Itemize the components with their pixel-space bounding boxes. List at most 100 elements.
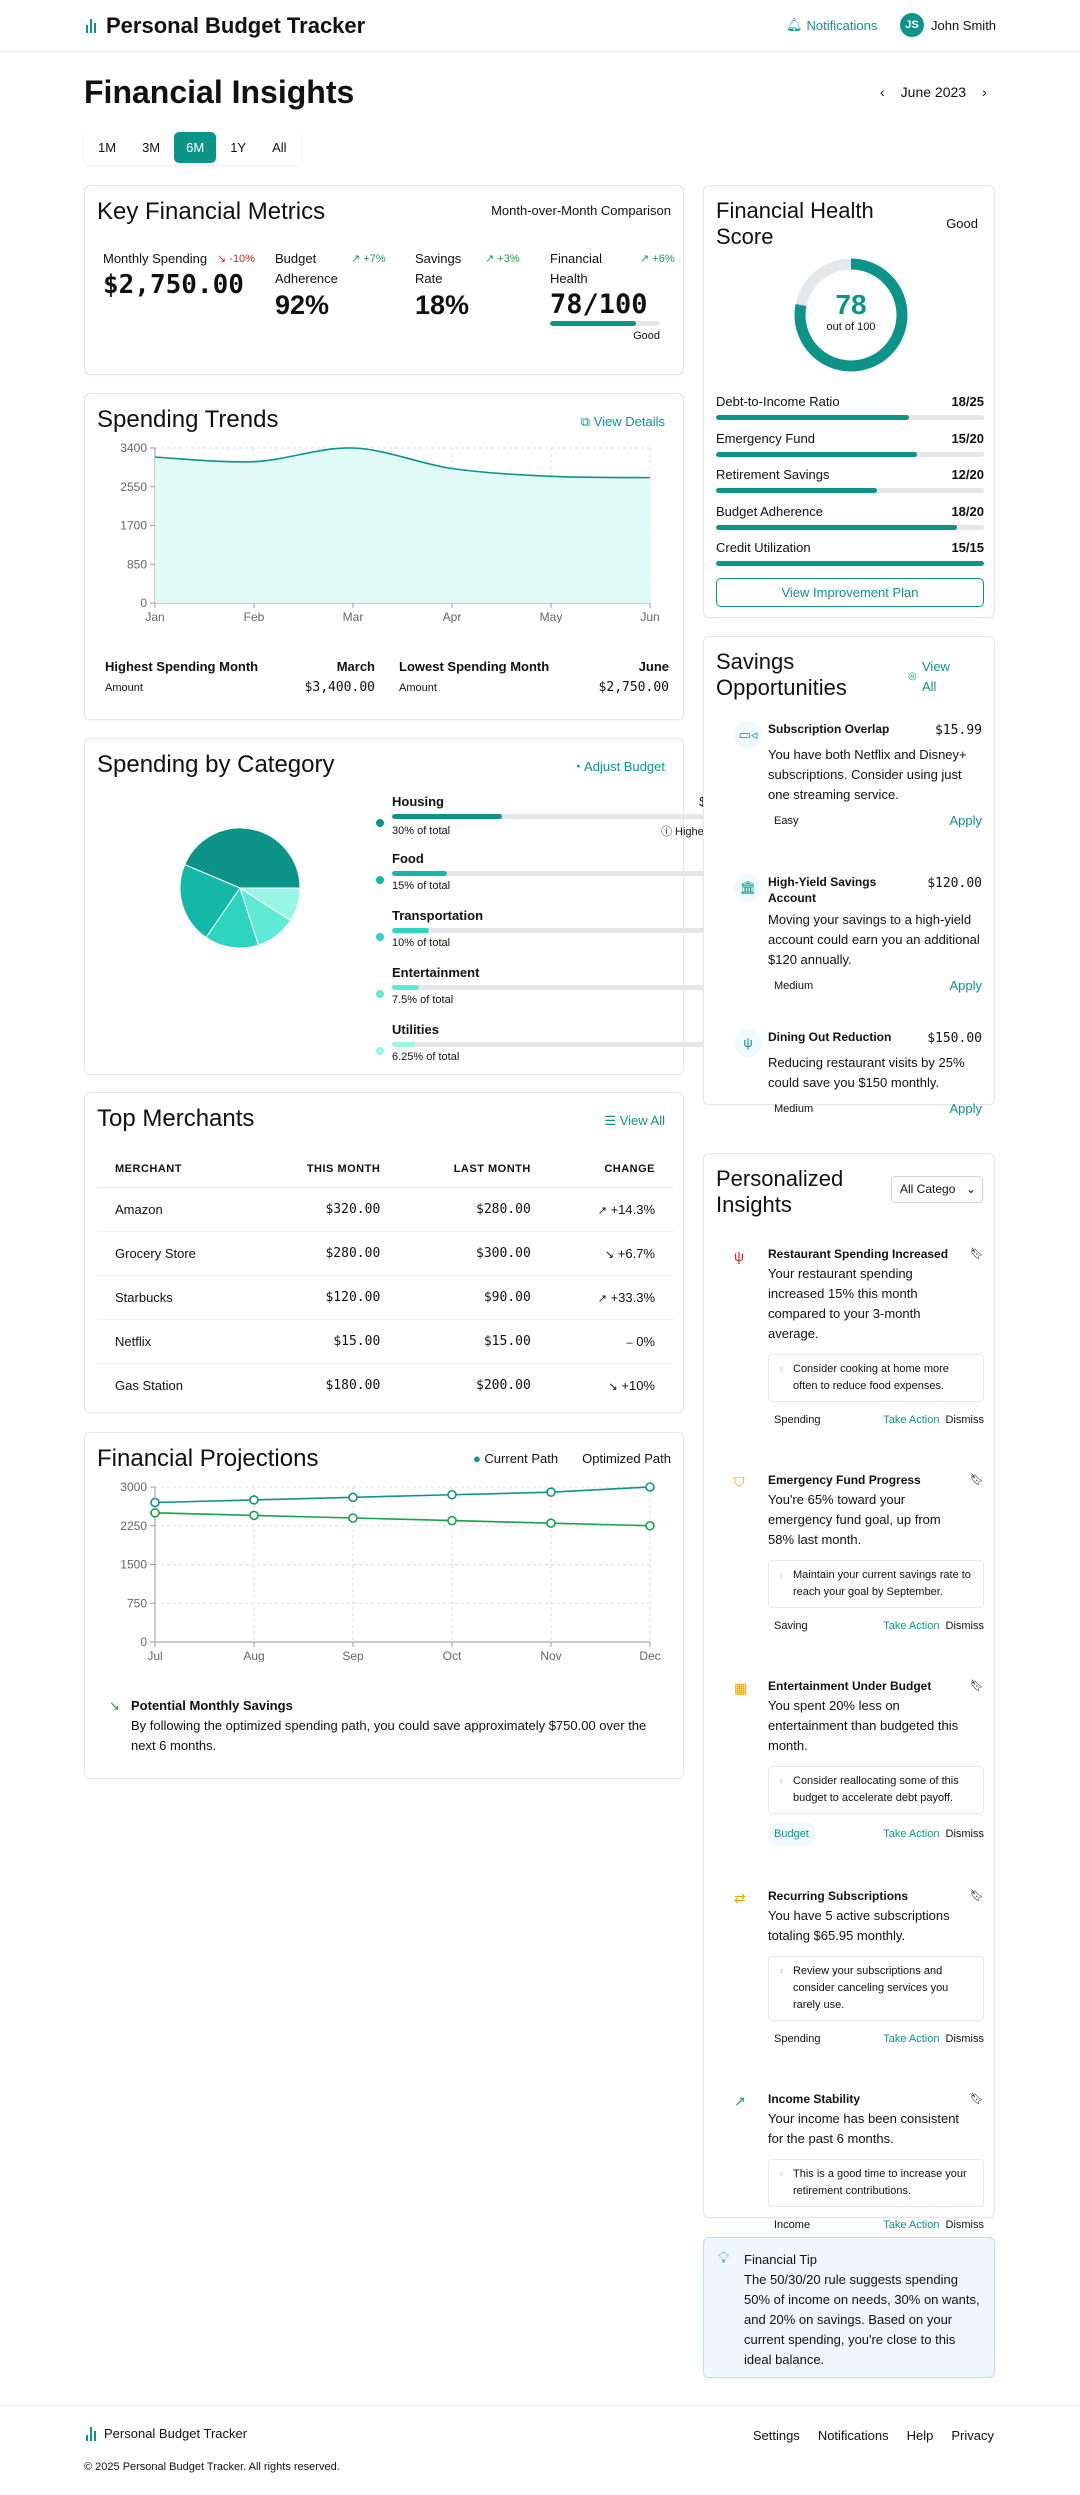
trend-down-icon: ↘	[604, 1249, 615, 1261]
insight-tip: ♀ This is a good time to increase your re…	[768, 2159, 984, 2207]
x-tick-label: Mar	[343, 610, 364, 623]
apply-button[interactable]: Apply	[949, 813, 982, 828]
this-month: $180.00	[325, 1378, 381, 1394]
take-action-button[interactable]: Take Action	[883, 2033, 940, 2045]
data-point	[150, 1508, 160, 1518]
view-all-savings-link[interactable]: ◎ View All	[908, 659, 950, 694]
table-row[interactable]: Netflix $15.00 $15.00 – 0%	[97, 1319, 673, 1364]
category-filter-select[interactable]: All Catego ⌄	[891, 1176, 983, 1203]
metric-label: Financial Health	[550, 251, 603, 286]
legend-optimized-path[interactable]: Optimized Path	[582, 1451, 671, 1466]
merchant-name: Netflix	[97, 1319, 253, 1364]
chevron-right-icon[interactable]: ›	[982, 84, 987, 100]
x-tick-label: Apr	[443, 610, 462, 623]
x-tick-label: Jan	[145, 610, 164, 623]
factor-label: Credit Utilization	[716, 540, 811, 555]
category-percent: 10% of total	[392, 937, 451, 949]
tip-text: The 50/30/20 rule suggests spending 50% …	[744, 2272, 980, 2367]
y-tick-label: 750	[127, 1596, 147, 1610]
column-header[interactable]: LAST MONTH	[398, 1151, 549, 1188]
item-title: Dining Out Reduction	[768, 1030, 892, 1044]
view-improvement-plan-button[interactable]: View Improvement Plan	[716, 578, 984, 607]
category-pie-chart	[179, 827, 301, 949]
trend-up-icon: ↗	[597, 1293, 607, 1305]
health-status: Good	[946, 216, 978, 231]
tab-3m[interactable]: 3M	[142, 140, 161, 155]
app-logo[interactable]: Personal Budget Tracker	[86, 13, 365, 39]
chevron-left-icon[interactable]: ‹	[880, 84, 885, 100]
financial-tip-card: 💡︎ Financial Tip The 50/30/20 rule sugge…	[703, 2237, 995, 2378]
dismiss-button[interactable]: Dismiss	[945, 1620, 985, 1632]
dismiss-button[interactable]: Dismiss	[945, 1828, 985, 1840]
take-action-button[interactable]: Take Action	[883, 2219, 940, 2231]
merchant-name: Grocery Store	[97, 1231, 253, 1276]
x-tick-label: Nov	[540, 1649, 561, 1662]
take-action-button[interactable]: Take Action	[883, 1828, 940, 1840]
dismiss-button[interactable]: Dismiss	[945, 2033, 985, 2045]
y-tick-label: 0	[140, 1635, 147, 1649]
pie-slice-housing	[184, 827, 301, 889]
apply-button[interactable]: Apply	[949, 978, 982, 993]
adjust-budget-link[interactable]: ◔ Adjust Budget	[573, 759, 665, 774]
factor-value: 18/25	[951, 394, 984, 409]
change: – 0%	[548, 1319, 673, 1364]
x-tick-label: Jun	[640, 610, 659, 623]
table-row[interactable]: Gas Station $180.00 $200.00 ↘ +10%	[97, 1364, 673, 1408]
insight-tag: Saving	[774, 1620, 808, 1632]
apply-button[interactable]: Apply	[949, 1101, 982, 1116]
view-details-link[interactable]: ⧉ View Details	[580, 414, 665, 429]
factor-bar	[716, 451, 984, 457]
bookmark-icon[interactable]: 🔖︎	[970, 1680, 984, 1692]
category-percent: 30% of total	[392, 825, 451, 837]
copyright: © 2025 Personal Budget Tracker. All righ…	[84, 2461, 340, 2473]
health-score-ring	[794, 258, 908, 372]
data-point	[546, 1518, 556, 1528]
metric-value: 18%	[415, 290, 470, 320]
table-row[interactable]: Amazon $320.00 $280.00 ↗ +14.3%	[97, 1187, 673, 1232]
notifications-link[interactable]: 🔔︎ Notifications	[786, 17, 877, 33]
category-share-bar	[392, 814, 757, 819]
range-tabs: 1M 3M 6M 1Y All	[84, 130, 301, 165]
footer-link-help[interactable]: Help	[906, 2428, 934, 2443]
factor-label: Debt-to-Income Ratio	[716, 394, 840, 409]
dismiss-button[interactable]: Dismiss	[945, 1414, 985, 1426]
column-header[interactable]: CHANGE	[548, 1151, 673, 1188]
tab-all[interactable]: All	[272, 140, 287, 155]
bookmark-icon[interactable]: 🔖︎	[970, 1474, 984, 1486]
dismiss-button[interactable]: Dismiss	[945, 2219, 985, 2231]
legend-current-path[interactable]: ● Current Path	[472, 1451, 559, 1466]
y-tick-label: 2550	[120, 480, 147, 494]
tab-1m[interactable]: 1M	[98, 140, 117, 155]
bookmark-icon[interactable]: 🔖︎	[970, 2093, 984, 2105]
bookmark-icon[interactable]: 🔖︎	[970, 1890, 984, 1902]
view-all-merchants-link[interactable]: ☰ View All	[604, 1113, 665, 1128]
this-month: $320.00	[252, 1187, 399, 1232]
column-header[interactable]: MERCHANT	[97, 1151, 253, 1188]
data-point	[348, 1513, 358, 1523]
bookmark-icon[interactable]: 🔖︎	[970, 1248, 984, 1260]
card-title: Top Merchants	[97, 1105, 255, 1132]
change: ↘ +6.7%	[548, 1231, 673, 1276]
x-tick-label: Sep	[342, 1649, 364, 1662]
category-name: Entertainment	[392, 965, 480, 980]
footer-link-privacy[interactable]: Privacy	[951, 2428, 994, 2443]
tab-6m[interactable]: 6M	[174, 132, 217, 163]
footer-link-settings[interactable]: Settings	[752, 2428, 800, 2443]
take-action-button[interactable]: Take Action	[883, 1414, 940, 1426]
user-menu[interactable]: JS John Smith	[900, 13, 996, 37]
y-tick-label: 0	[140, 596, 147, 610]
table-row[interactable]: Starbucks $120.00 $90.00 ↗ +33.3%	[97, 1275, 673, 1320]
table-row[interactable]: Grocery Store $280.00 $300.00 ↘ +6.7%	[97, 1231, 673, 1276]
last-month: $200.00	[476, 1378, 531, 1394]
footer-link-notifications[interactable]: Notifications	[817, 2428, 889, 2443]
column-header[interactable]: THIS MONTH	[252, 1151, 399, 1188]
film-icon: ▦	[734, 1680, 748, 1696]
factor-bar	[716, 488, 984, 493]
card-title: Financial Health Score	[716, 198, 874, 249]
tab-1y[interactable]: 1Y	[230, 140, 247, 155]
projections-chart: 0 750 1500 2250 3000 Jul Aug Sep Oct Nov Dec	[120, 1480, 660, 1662]
take-action-button[interactable]: Take Action	[883, 1620, 940, 1632]
metric-value: 92%	[275, 290, 330, 320]
this-month: $280.00	[252, 1231, 399, 1276]
factor-label: Budget Adherence	[716, 503, 823, 519]
